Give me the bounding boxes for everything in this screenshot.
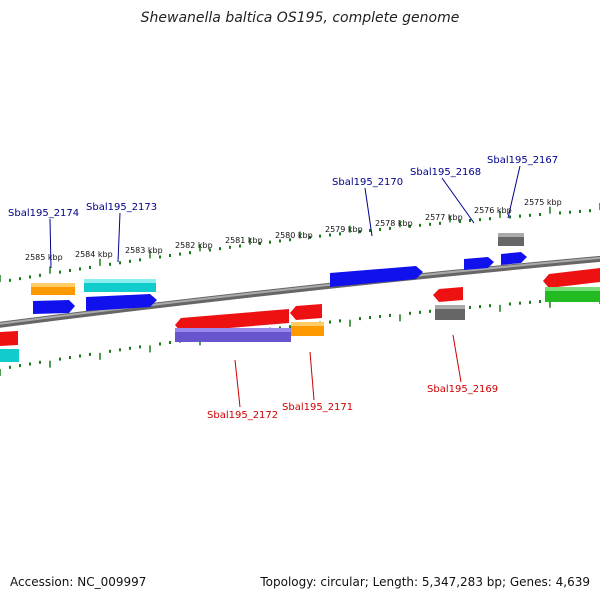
gene-label[interactable]: Sbal195_2167: [487, 155, 558, 166]
scale-tick-label: 2583 kbp: [125, 246, 163, 255]
gene-label[interactable]: Sbal195_2173: [86, 202, 157, 213]
scale-tick-label: 2585 kbp: [25, 253, 63, 262]
scale-tick-label: 2581 kbp: [225, 236, 263, 245]
gene-feature[interactable]: [175, 309, 289, 332]
gene-feature-shine: [435, 305, 465, 309]
scale-tick-label: 2577 kbp: [425, 213, 463, 222]
gene-feature-shine: [175, 328, 291, 332]
gene-label[interactable]: Sbal195_2169: [427, 384, 498, 395]
scale-tick-labels: 2585 kbp 2584 kbp 2583 kbp 2582 kbp 2581…: [25, 198, 562, 262]
scale-tick-label: 2580 kbp: [275, 231, 313, 240]
gene-feature[interactable]: [86, 294, 157, 311]
gene-feature[interactable]: [0, 331, 18, 346]
gene-feature[interactable]: [290, 304, 322, 320]
gene-feature-shine: [84, 279, 156, 283]
gene-feature[interactable]: [464, 257, 494, 270]
scale-tick-label: 2584 kbp: [75, 250, 113, 259]
gene-feature[interactable]: [543, 268, 600, 288]
scale-tick-label: 2576 kbp: [474, 206, 512, 215]
gene-label[interactable]: Sbal195_2174: [8, 208, 79, 219]
scale-tick-label: 2582 kbp: [175, 241, 213, 250]
minus-strand-genes: [0, 268, 600, 362]
gene-feature[interactable]: [33, 300, 75, 314]
gene-label[interactable]: Sbal195_2168: [410, 167, 481, 178]
gene-feature-shine: [291, 322, 324, 326]
gene-feature[interactable]: [501, 252, 527, 265]
gene-label[interactable]: Sbal195_2172: [207, 410, 278, 421]
genome-summary-text: Topology: circular; Length: 5,347,283 bp…: [260, 575, 590, 589]
gene-feature[interactable]: [330, 266, 423, 287]
gene-labels: Sbal195_2174 Sbal195_2173 Sbal195_2170 S…: [8, 155, 558, 421]
gene-label[interactable]: Sbal195_2170: [332, 177, 403, 188]
plus-strand-genes: [31, 233, 527, 314]
gene-feature-shine: [31, 283, 75, 287]
gene-feature[interactable]: [433, 287, 463, 302]
gene-feature-shine: [545, 287, 600, 291]
gene-leader-lines: [49, 165, 521, 408]
scale-tick-label: 2578 kbp: [375, 219, 413, 228]
genome-backbone-highlight: [0, 256, 600, 325]
accession-text: Accession: NC_009997: [10, 575, 147, 589]
plus-strand-ticks: [0, 203, 600, 282]
scale-tick-label: 2579 kbp: [325, 225, 363, 234]
gene-feature[interactable]: [0, 349, 19, 362]
genome-title: Shewanella baltica OS195, complete genom…: [140, 10, 460, 26]
gene-feature-shine: [498, 233, 524, 237]
gene-label[interactable]: Sbal195_2171: [282, 402, 353, 413]
scale-tick-label: 2575 kbp: [524, 198, 562, 207]
